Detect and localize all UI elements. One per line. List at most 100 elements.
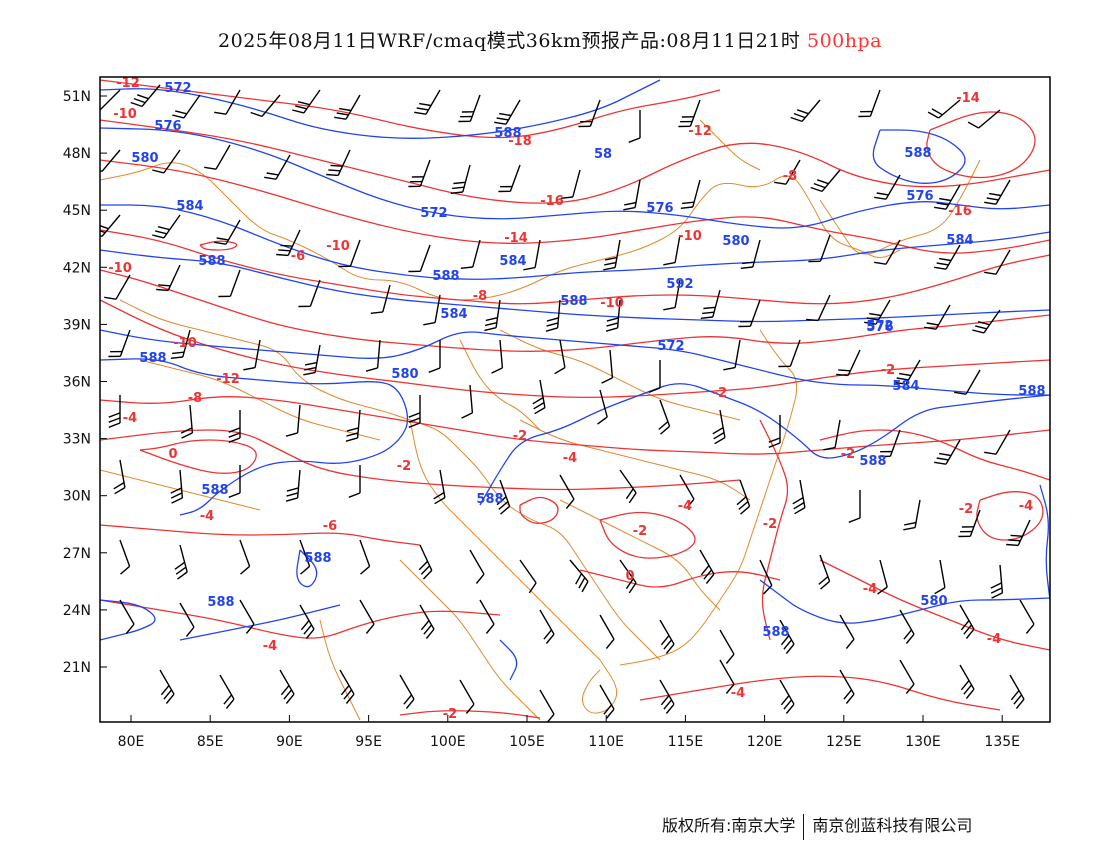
wind-barb-icon [214,219,241,245]
wind-barb-icon [778,339,801,368]
height-contour [759,579,1050,624]
wind-barb-icon [984,429,1011,455]
wind-barb-icon [1009,674,1025,709]
height-label: 572 [866,319,893,334]
wind-barb-icon [243,339,261,371]
wind-barb-icon [152,149,181,174]
height-label: 588 [1018,384,1045,399]
wind-barb-icon [119,539,131,575]
lon-tick-label: 135E [984,734,1020,750]
title-level: 500hpa [806,30,882,52]
lon-tick-label: 90E [276,734,303,750]
wind-barb-icon [678,99,701,128]
wind-barb-icon [179,602,195,637]
temperature-label: 0 [168,447,177,462]
copyright-footer: 版权所有:南京大学 南京创蓝科技有限公司 [662,812,972,840]
lon-tick-label: 85E [197,734,224,750]
height-contour [100,329,1050,396]
height-label: 588 [859,454,886,469]
temperature-label: -2 [397,459,411,474]
height-label: 576 [866,320,893,335]
lat-tick-label: 39N [63,317,91,333]
map-axes: 80E 85E 90E 95E 100E 105E 110E 115E 120E 125E 130E… [63,89,1020,750]
copyright-owner: 版权所有:南京大学 [662,816,796,835]
wind-barb-icon [348,465,361,498]
map-frame [99,76,1051,723]
lon-tick-label: 125E [826,734,862,750]
wind-barb-icon [1006,519,1031,547]
wind-barb-icon [174,544,188,580]
wind-barb-icon [170,329,191,359]
lat-tick-label: 30N [63,489,91,505]
wind-barb-icon [878,429,901,458]
wind-barb-icon [414,89,441,115]
wind-barb-icon [924,304,951,330]
wind-barb-icon [934,244,961,270]
height-label: 584 [440,307,467,322]
wind-barb-icon [1019,599,1035,634]
height-label: 588 [198,254,225,269]
temperature-label: -2 [713,386,727,401]
boundary-line [499,329,741,421]
wind-barb-icon [100,89,121,111]
wind-barb-icon [239,599,255,634]
wind-barb-icon [779,619,795,654]
temperature-label: -8 [188,391,202,406]
wind-barb-icon [299,539,311,575]
wind-barb-icon [899,659,915,694]
wind-barb-icon [903,499,921,531]
temperature-contour [139,439,257,474]
temperature-label: -10 [600,296,624,311]
wind-barb-icon [461,384,474,419]
wind-barb-icon [984,179,1011,205]
temperature-contour [819,429,1050,481]
wind-barb-icon [601,349,614,384]
wind-barb-icon [663,279,681,311]
lat-tick-label: 24N [63,603,91,619]
wind-barb-icon [228,465,241,498]
wind-barb-icon [285,469,301,502]
wind-barb-icon [967,109,1001,129]
height-label: 576 [906,189,933,204]
temperature-contour [759,419,789,641]
wind-barb-icon [679,474,695,509]
temperature-label: -10 [108,261,132,276]
lon-tick-label: 120E [747,734,783,750]
wind-barb-icon [496,479,511,515]
wind-barb-icon [276,229,301,257]
temperature-label: -10 [173,336,197,351]
wind-barb-icon [539,609,555,644]
wind-barb-icon [285,404,301,437]
lat-tick-label: 27N [63,546,91,562]
wind-barb-icon [597,389,608,425]
copyright-divider [803,813,805,840]
wind-barb-icon [723,339,741,371]
height-label: 588 [432,269,459,284]
wind-barb-icon [214,89,241,115]
wind-barb-icon [663,234,681,266]
lon-tick-label: 100E [430,734,466,750]
wind-barb-icon [408,244,431,273]
wind-barb-icon [874,174,901,200]
height-contour [872,129,966,184]
wind-barb-icon [774,159,801,185]
temperature-label: 0 [625,569,634,584]
wind-barb-icon [450,164,471,194]
wind-barb-icon [484,299,501,332]
lat-tick-label: 33N [63,432,91,448]
wind-barb-icon [959,604,975,639]
temperature-label: -4 [987,632,1001,647]
wind-barb-icon [338,239,361,268]
lon-tick-label: 80E [118,734,145,750]
height-label: 588 [207,595,234,610]
lat-tick-label: 36N [63,375,91,391]
boundary-line [459,339,541,431]
temperature-label: -4 [563,451,577,466]
wind-barb-icon [104,274,131,300]
wind-barb-icon [119,599,135,634]
wind-barb-icon [990,564,1004,599]
lat-tick-label: 45N [63,203,91,219]
wind-barb-icon [113,459,126,495]
wind-barb-icon [954,369,981,395]
